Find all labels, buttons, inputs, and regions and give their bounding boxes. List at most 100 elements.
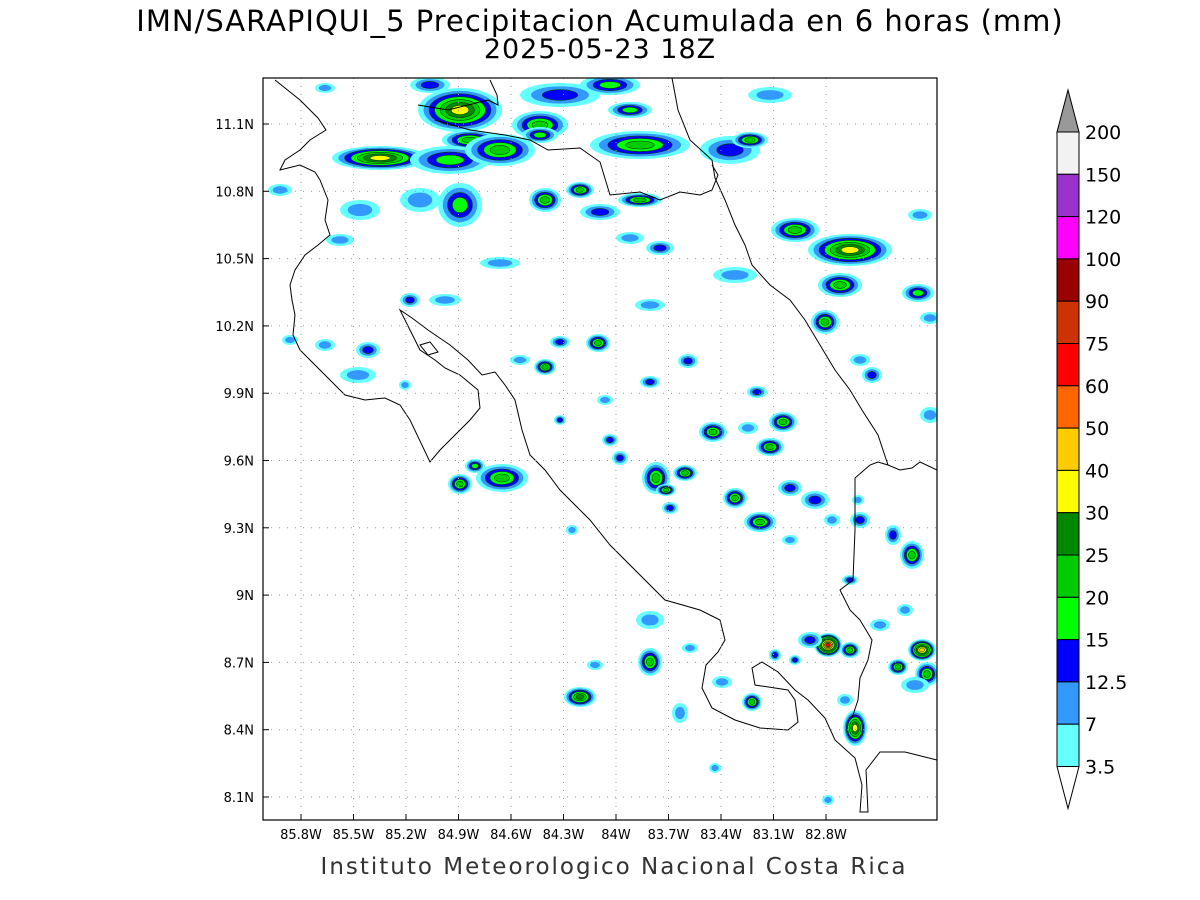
lat-tick-label: 8.4N (224, 724, 254, 739)
rain-cell (587, 660, 603, 670)
rain-contour (824, 796, 832, 804)
rain-contour (889, 530, 897, 540)
rain-contour (540, 196, 550, 204)
rain-cell (662, 502, 678, 514)
color-legend: 3.5 7 12.5 15 20 25 30 40 50 60 75 90 100 120 150 200 (1056, 88, 1127, 811)
rain-contour (867, 371, 877, 379)
legend-level-label: 150 (1085, 164, 1121, 186)
lon-tick-label: 84.6W (490, 828, 532, 843)
precipitation-field (268, 78, 937, 805)
rain-cell (608, 102, 652, 118)
lat-tick-label: 10.8N (215, 185, 254, 200)
rain-cell (742, 693, 762, 711)
rain-contour (906, 680, 924, 690)
rain-cell (862, 367, 882, 383)
rain-cell (789, 655, 801, 665)
rain-contour (494, 473, 510, 483)
rain-cell (811, 310, 839, 334)
lon-tick-label: 83.7W (648, 828, 690, 843)
rain-cell (712, 676, 732, 688)
rain-contour (912, 289, 924, 297)
rain-contour (873, 621, 887, 629)
legend-level-label: 120 (1085, 207, 1121, 229)
lon-tick-label: 82.8W (805, 828, 847, 843)
rain-contour (752, 389, 762, 395)
pacific-coastline (274, 79, 937, 813)
rain-cell (580, 204, 620, 220)
rain-contour (285, 336, 295, 344)
rain-cell (429, 294, 461, 306)
rain-contour (666, 505, 674, 511)
rain-contour (662, 487, 670, 493)
rain-contour (731, 494, 739, 502)
rain-cell (778, 480, 802, 496)
rain-cell (410, 78, 450, 93)
rain-cell (769, 412, 797, 432)
lat-tick-label: 10.2N (215, 320, 254, 335)
legend-level-label: 25 (1085, 545, 1109, 567)
rain-cell (534, 359, 556, 375)
rain-contour (715, 678, 729, 686)
coastlines (274, 78, 937, 813)
map-title: IMN/SARAPIQUI_5 Precipitacion Acumulada … (136, 4, 1064, 38)
rain-contour (651, 473, 661, 483)
rain-contour (675, 706, 685, 720)
rain-contour (600, 396, 610, 404)
rain-contour (401, 381, 409, 389)
rain-contour (840, 696, 850, 704)
rain-cell (850, 354, 870, 366)
rain-cell (638, 648, 662, 676)
rain-cell (635, 299, 665, 311)
rain-contour (555, 339, 565, 345)
lat-tick-label: 9.6N (224, 455, 254, 470)
rain-cell (399, 380, 411, 390)
rain-contour (575, 694, 585, 700)
rain-cell (520, 83, 600, 107)
legend-swatch (1056, 300, 1080, 345)
rain-contour (852, 723, 858, 733)
lat-tick-label: 11.1N (215, 118, 254, 133)
rain-cell (612, 451, 628, 465)
rain-contour (590, 208, 610, 216)
rain-cell (801, 491, 829, 509)
rain-cell (438, 183, 482, 227)
rain-cell (566, 525, 578, 535)
rain-contour (435, 296, 455, 304)
rain-cell (586, 334, 610, 352)
rain-contour (405, 296, 415, 304)
rain-cell (756, 438, 784, 456)
rain-cell (590, 131, 690, 159)
legend-level-label: 15 (1085, 630, 1109, 652)
legend-level-label: 100 (1085, 249, 1121, 271)
rain-contour (894, 664, 902, 670)
rain-cell (554, 415, 566, 425)
rain-cell (747, 386, 767, 398)
rain-contour (685, 644, 695, 652)
rain-contour (645, 379, 655, 385)
rain-cell (476, 464, 528, 492)
rain-contour (923, 670, 931, 678)
rain-cell (448, 474, 472, 494)
rain-contour (827, 516, 837, 524)
rain-cell (682, 643, 698, 653)
rain-contour (407, 192, 433, 208)
rain-cell (522, 127, 558, 143)
rain-contour (625, 140, 655, 150)
legend-level-label: 200 (1085, 122, 1121, 144)
rain-cell (900, 541, 924, 569)
lat-tick-label: 8.7N (224, 656, 254, 671)
rain-cell (920, 312, 937, 324)
rain-cell (678, 354, 698, 368)
rain-cell (442, 130, 498, 150)
rain-cell (908, 639, 936, 661)
rain-cell (897, 604, 913, 616)
gulf-islet (419, 341, 439, 356)
legend-level-label: 40 (1085, 460, 1109, 482)
legend-swatch (1056, 258, 1080, 302)
footer-credit: Instituto Meteorologico Nacional Costa R… (320, 854, 908, 880)
rain-contour (575, 187, 585, 193)
rain-contour (616, 454, 624, 462)
lon-tick-label: 83.4W (700, 828, 742, 843)
rain-contour (919, 647, 925, 653)
rain-cell (699, 422, 727, 442)
